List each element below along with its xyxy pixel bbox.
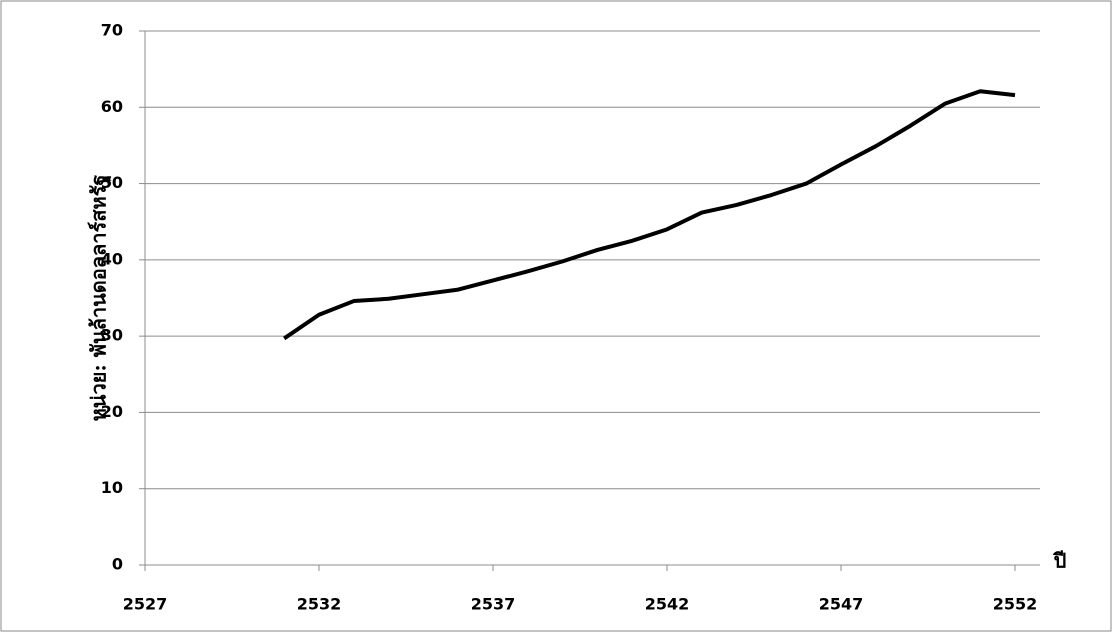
x-axis-label: ปี [1052,549,1066,573]
x-tick-label: 2532 [297,595,342,614]
y-tick-label: 30 [101,326,123,345]
y-tick-label: 10 [101,478,123,497]
x-tick-label: 2547 [819,595,864,614]
y-tick-label: 40 [101,249,123,268]
line-series [283,89,1016,341]
x-tick-label: 2542 [645,595,690,614]
y-tick-label: 70 [101,21,123,40]
y-tick-label: 50 [101,173,123,192]
y-tick-label: 0 [112,555,123,574]
y-tick-label: 20 [101,402,123,421]
x-tick-label: 2527 [123,595,168,614]
y-tick-label: 60 [101,97,123,116]
y-axis-label: หน่วย: พันล้านดอลลาร์สหรัฐ [87,175,113,422]
x-tick-label: 2537 [471,595,516,614]
x-tick-label: 2552 [993,595,1038,614]
